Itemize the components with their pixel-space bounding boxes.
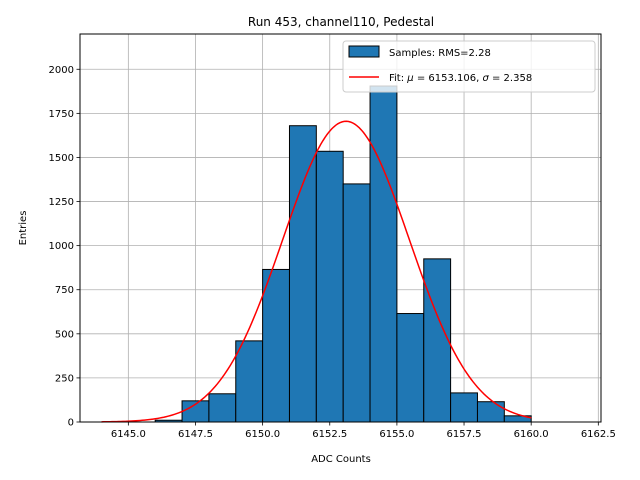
histogram-bar-11 bbox=[450, 392, 478, 423]
x-tick-label-6: 6160.0 bbox=[514, 429, 549, 440]
x-tick-label-0: 6145.0 bbox=[111, 429, 146, 440]
y-tick-label-4: 1000 bbox=[49, 241, 74, 252]
x-axis-label: ADC Counts bbox=[311, 454, 371, 465]
histogram-bar-4 bbox=[262, 268, 290, 423]
y-axis-label: Entries bbox=[18, 211, 29, 246]
x-tick-label-2: 6150.0 bbox=[245, 429, 280, 440]
y-tick-label-5: 1250 bbox=[49, 197, 74, 208]
y-tick-label-6: 1500 bbox=[49, 153, 74, 164]
x-tick-label-1: 6147.5 bbox=[178, 429, 213, 440]
plot-frame bbox=[79, 33, 602, 423]
y-tick-label-3: 750 bbox=[55, 285, 74, 296]
legend-swatch-samples bbox=[348, 45, 380, 58]
histogram-bar-5 bbox=[288, 125, 317, 423]
x-tick-label-7: 6162.5 bbox=[581, 429, 616, 440]
legend-fit-prefix: Fit: bbox=[389, 73, 407, 84]
legend: Samples: RMS=2.28 Fit: μ = 6153.106, σ =… bbox=[342, 40, 596, 93]
gaussian-fit-curve bbox=[101, 120, 532, 423]
chart-title: Run 453, channel110, Pedestal bbox=[248, 15, 434, 29]
legend-fit-sigma-symbol: σ bbox=[482, 73, 489, 84]
histogram-bar-3 bbox=[235, 340, 264, 423]
legend-box bbox=[342, 40, 596, 93]
histogram-bar-6 bbox=[315, 150, 344, 423]
fit-curve-layer bbox=[101, 120, 532, 423]
x-tick-label-3: 6152.5 bbox=[312, 429, 347, 440]
x-tick-label-5: 6157.5 bbox=[447, 429, 482, 440]
histogram-bars bbox=[154, 85, 532, 423]
legend-fit-mu-value: = 6153.106, bbox=[414, 73, 483, 84]
histogram-bar-12 bbox=[476, 401, 505, 423]
legend-label-fit: Fit: μ = 6153.106, σ = 2.358 bbox=[389, 73, 532, 84]
x-tick-label-4: 6155.0 bbox=[379, 429, 414, 440]
y-axis-ticks: 0 250 500 750 1000 1250 1500 1750 2000 bbox=[49, 65, 80, 429]
histogram-bar-9 bbox=[396, 313, 425, 423]
histogram-bar-8 bbox=[369, 85, 398, 423]
histogram-bar-2 bbox=[208, 393, 237, 423]
legend-fit-sigma-value: = 2.358 bbox=[489, 73, 532, 84]
y-tick-label-1: 250 bbox=[55, 373, 74, 384]
y-tick-label-7: 1750 bbox=[49, 109, 74, 120]
y-tick-label-0: 0 bbox=[68, 418, 74, 429]
histogram-bar-7 bbox=[342, 183, 371, 423]
y-tick-label-8: 2000 bbox=[49, 65, 74, 76]
legend-label-samples: Samples: RMS=2.28 bbox=[389, 48, 491, 59]
x-axis-ticks: 6145.0 6147.5 6150.0 6152.5 6155.0 6157.5 6160… bbox=[111, 422, 616, 440]
legend-fit-mu-symbol: μ bbox=[406, 73, 413, 84]
y-tick-label-2: 500 bbox=[55, 329, 74, 340]
histogram-bar-10 bbox=[423, 258, 452, 423]
